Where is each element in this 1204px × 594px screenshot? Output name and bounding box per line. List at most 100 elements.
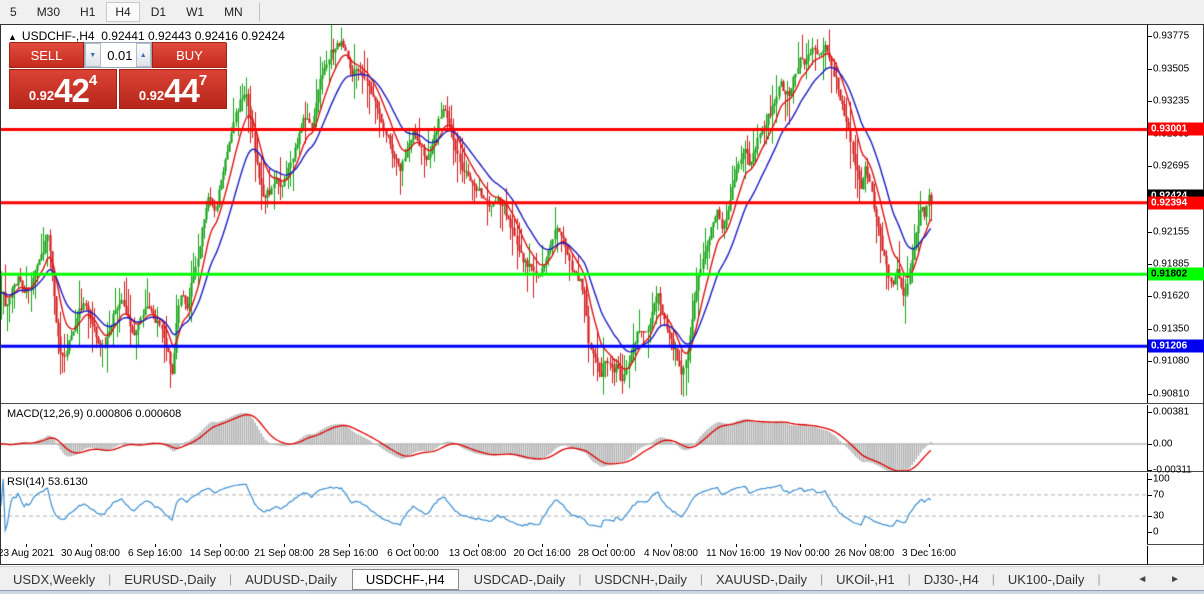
volume-stepper: ▼ ▲: [84, 42, 152, 68]
chart-tab-usdx-weekly[interactable]: USDX,Weekly: [13, 571, 96, 587]
date-tick: [671, 544, 672, 547]
collapse-panel-icon[interactable]: ▲: [8, 32, 17, 42]
axis-tick: [1148, 479, 1152, 480]
date-tick: [800, 544, 801, 547]
axis-tick-label: 0.00: [1153, 438, 1173, 450]
buy-price-big: 44: [164, 72, 200, 109]
chart-tab-usdcnh-daily[interactable]: USDCNH-,Daily: [594, 571, 687, 587]
date-label: 6 Oct 00:00: [387, 548, 439, 559]
macd-canvas[interactable]: [1, 405, 1147, 471]
timeframe-button-d1[interactable]: D1: [150, 5, 167, 19]
timeframe-button-w1[interactable]: W1: [186, 5, 205, 19]
date-tick: [348, 544, 350, 547]
axis-tick-label: 0.91350: [1153, 323, 1190, 335]
sell-button[interactable]: SELL: [9, 42, 84, 68]
date-label: 3 Dec 16:00: [902, 548, 956, 559]
volume-input[interactable]: [100, 43, 136, 67]
chart-tab-usdchf-h4[interactable]: USDCHF-,H4: [351, 568, 459, 590]
chart-tab-xauusd-daily[interactable]: XAUUSD-,Daily: [716, 571, 808, 587]
axis-tick-label: 70: [1153, 489, 1165, 501]
price-axis-border: [1147, 25, 1148, 564]
timeframe-button-h4[interactable]: H4: [106, 2, 140, 22]
rsi-pane-separator[interactable]: [1, 471, 1203, 473]
chart-tab-eurusd-daily[interactable]: EURUSD-,Daily: [124, 571, 216, 587]
date-label: 14 Sep 00:00: [189, 548, 250, 559]
date-tick: [477, 544, 479, 547]
axis-tick-label: 0.92695: [1153, 160, 1190, 172]
axis-tick-label: 30: [1153, 510, 1165, 522]
date-tick: [284, 544, 285, 547]
axis-tick: [1148, 328, 1152, 330]
volume-decrease-icon[interactable]: ▼: [85, 43, 101, 67]
tab-separator: |: [991, 572, 995, 586]
tab-separator: |: [699, 572, 704, 586]
chart-tab-usdcad-daily[interactable]: USDCAD-,Daily: [473, 571, 566, 587]
date-label: 28 Sep 16:00: [318, 548, 379, 559]
axis-tick-label: 0.92155: [1153, 226, 1190, 238]
tab-scroll-arrows[interactable]: ◄ ►: [1137, 573, 1190, 585]
chart-window: 0.937750.935050.932350.929650.926950.924…: [0, 24, 1204, 565]
axis-tick: [1148, 444, 1152, 445]
axis-tick-label: 0.93235: [1153, 95, 1190, 107]
one-click-trade-panel: SELL ▼ ▲ BUY 0.92 42 4 0.92 44 7: [9, 42, 227, 109]
axis-tick: [1148, 231, 1152, 233]
axis-tick: [1148, 361, 1152, 363]
date-tick: [219, 544, 221, 547]
axis-tick: [1148, 296, 1152, 298]
axis-tick: [1148, 68, 1152, 70]
date-label: 30 Aug 08:00: [61, 548, 120, 559]
axis-tick: [1148, 532, 1152, 533]
chart-tab-dj30-h4[interactable]: DJ30-,H4: [923, 571, 979, 587]
tab-separator: |: [907, 572, 911, 586]
sell-price-sup: 4: [88, 72, 98, 89]
axis-tick-label: 0.90810: [1153, 388, 1190, 400]
axis-tick: [1148, 394, 1152, 396]
sell-price-big: 42: [54, 72, 90, 109]
date-tick: [26, 544, 27, 547]
chart-tab-ukoil-h1[interactable]: UKOil-,H1: [836, 571, 895, 587]
rsi-canvas[interactable]: [1, 473, 1147, 544]
timeframe-button-h1[interactable]: H1: [80, 5, 96, 19]
chart-tab-uk100-daily[interactable]: UK100-,Daily: [1007, 571, 1085, 587]
date-tick: [606, 544, 608, 547]
axis-tick: [1148, 36, 1152, 37]
timeframe-button-5[interactable]: 5: [10, 5, 17, 19]
ohlc-values: 0.92441 0.92443 0.92416 0.92424: [101, 29, 285, 43]
axis-tick-label: 0.93775: [1153, 30, 1190, 42]
chart-title: ▲ USDCHF-,H4 0.92441 0.92443 0.92416 0.92…: [8, 29, 285, 43]
buy-price-sup: 7: [198, 72, 208, 89]
chart-tab-bar: USDX,Weekly | EURUSD-,Daily | AUDUSD-,Daily U…: [0, 566, 1204, 591]
date-tick: [542, 544, 543, 547]
buy-button[interactable]: BUY: [152, 42, 227, 68]
axis-tick-label: 0.91885: [1153, 258, 1190, 270]
axis-tick-label: 100: [1153, 473, 1170, 485]
date-label: 20 Oct 16:00: [513, 548, 571, 559]
date-label: 19 Nov 00:00: [770, 548, 830, 559]
hline-label-1: 0.92394: [1148, 196, 1204, 210]
macd-pane-separator[interactable]: [1, 403, 1203, 405]
date-label: 13 Oct 08:00: [448, 548, 507, 559]
tab-separator: |: [578, 572, 582, 586]
chart-tab-audusd-daily[interactable]: AUDUSD-,Daily: [245, 571, 337, 587]
buy-price-frac: 0.92: [138, 88, 165, 103]
date-tick: [90, 544, 92, 547]
tab-separator: |: [1097, 572, 1101, 586]
sell-price-button[interactable]: 0.92 42 4: [9, 69, 117, 109]
hline-label-3: 0.91206: [1148, 339, 1204, 353]
axis-tick-label: 0.91080: [1153, 355, 1190, 367]
axis-tick: [1148, 411, 1152, 413]
axis-tick-label: 0.91620: [1153, 290, 1190, 302]
axis-tick: [1148, 101, 1152, 103]
volume-increase-icon[interactable]: ▲: [135, 43, 151, 67]
symbol-label: USDCHF-,H4: [21, 29, 95, 43]
tab-separator: |: [820, 572, 824, 586]
timeframe-button-m30[interactable]: M30: [36, 5, 61, 19]
tab-separator: |: [228, 572, 233, 586]
sell-price-frac: 0.92: [28, 88, 55, 103]
axis-tick-label: 0: [1153, 526, 1159, 538]
timeframe-button-mn[interactable]: MN: [224, 5, 243, 19]
rsi-label: RSI(14) 53.6130: [7, 476, 88, 488]
buy-price-button[interactable]: 0.92 44 7: [119, 69, 227, 109]
axis-tick-label: -0.00311: [1153, 464, 1192, 476]
